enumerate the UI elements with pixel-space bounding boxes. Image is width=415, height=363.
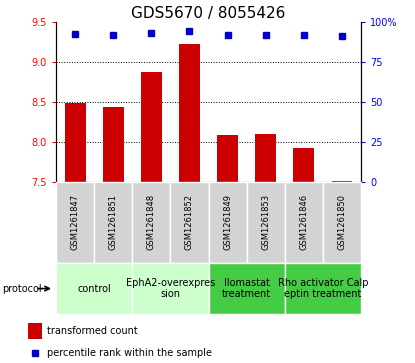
Bar — [285, 182, 323, 263]
Bar — [255, 134, 276, 182]
Text: protocol: protocol — [2, 284, 42, 294]
Bar — [28, 323, 42, 339]
Text: EphA2-overexpres
sion: EphA2-overexpres sion — [126, 278, 215, 299]
Text: Rho activator Calp
eptin treatment: Rho activator Calp eptin treatment — [278, 278, 368, 299]
Text: percentile rank within the sample: percentile rank within the sample — [47, 348, 212, 358]
Bar — [56, 182, 94, 263]
Bar — [94, 182, 132, 263]
Text: control: control — [77, 284, 111, 294]
Bar — [132, 182, 171, 263]
Text: GSM1261846: GSM1261846 — [299, 194, 308, 250]
Text: Ilomastat
treatment: Ilomastat treatment — [222, 278, 271, 299]
Bar — [285, 263, 361, 314]
Bar — [103, 107, 124, 182]
Text: GSM1261848: GSM1261848 — [147, 194, 156, 250]
Text: GSM1261847: GSM1261847 — [71, 194, 80, 250]
Text: GSM1261851: GSM1261851 — [109, 194, 118, 250]
Bar — [332, 181, 352, 182]
Bar — [217, 135, 238, 182]
Bar — [209, 263, 285, 314]
Bar — [141, 72, 162, 182]
Bar — [247, 182, 285, 263]
Text: GSM1261853: GSM1261853 — [261, 194, 270, 250]
Bar — [132, 263, 209, 314]
Bar — [209, 182, 247, 263]
Bar — [293, 148, 314, 182]
Text: GSM1261852: GSM1261852 — [185, 194, 194, 250]
Bar — [56, 263, 132, 314]
Bar — [323, 182, 361, 263]
Text: GSM1261850: GSM1261850 — [337, 194, 347, 250]
Text: transformed count: transformed count — [47, 326, 138, 336]
Bar — [179, 44, 200, 182]
Title: GDS5670 / 8055426: GDS5670 / 8055426 — [132, 5, 286, 21]
Text: GSM1261849: GSM1261849 — [223, 194, 232, 250]
Bar — [171, 182, 209, 263]
Bar — [65, 103, 85, 182]
